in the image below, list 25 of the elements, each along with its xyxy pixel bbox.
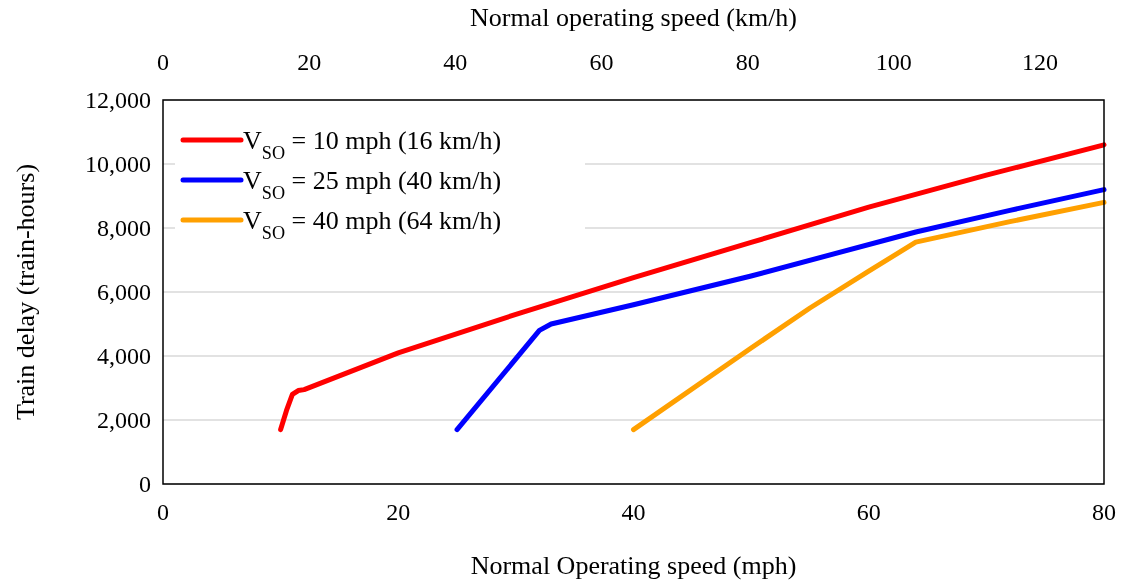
x2-tick-label: 20: [297, 49, 322, 75]
y-axis-title: Train delay (train-hours): [11, 163, 40, 421]
y-tick-label: 12,000: [85, 87, 151, 114]
x2-tick-label: 80: [735, 49, 760, 75]
legend-label: V$_{SO}$ = 25 mph (40 km/h): [243, 166, 502, 204]
x2-axis-title: Normal operating speed (km/h): [469, 3, 798, 32]
x-tick-label: 40: [621, 499, 646, 525]
x-tick-label: 0: [157, 499, 169, 525]
x-tick-label: 80: [1092, 499, 1116, 525]
legend-label: V$_{SO}$ = 10 mph (16 km/h): [243, 126, 502, 164]
y-tick-label: 6,000: [97, 279, 151, 306]
y-tick-label: 4,000: [97, 343, 151, 370]
y-tick-label: 8,000: [97, 215, 151, 242]
x2-tick-label: 40: [443, 49, 468, 75]
legend-label: V$_{SO}$ = 40 mph (64 km/h): [243, 206, 502, 244]
x2-tick-label: 0: [157, 49, 169, 75]
y-tick-label: 10,000: [85, 151, 151, 178]
y-tick-label: 0: [139, 471, 151, 498]
x2-tick-label: 120: [1022, 49, 1059, 75]
x2-tick-label: 100: [875, 49, 912, 75]
x-tick-label: 60: [856, 499, 881, 525]
x-tick-label: 20: [386, 499, 411, 525]
x-axis-title: Normal Operating speed (mph): [470, 551, 797, 580]
x2-tick-label: 60: [589, 49, 614, 75]
y-tick-label: 2,000: [97, 407, 151, 434]
